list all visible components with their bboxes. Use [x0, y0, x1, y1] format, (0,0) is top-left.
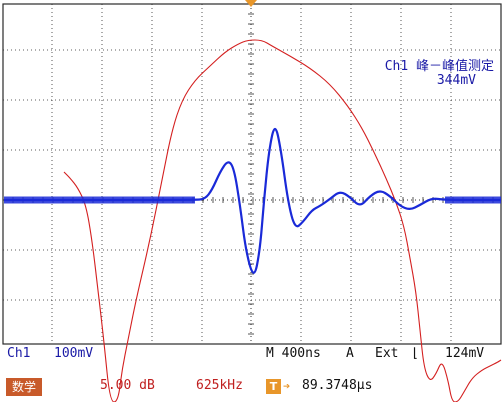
timebase-readout[interactable]: M 400ns: [266, 346, 321, 361]
trigger-arrow-icon: ➔: [283, 379, 291, 393]
math-center-frequency[interactable]: 625kHz: [196, 378, 243, 393]
ch1-waveform-trace: [4, 127, 501, 274]
measurement-value: 344mV: [436, 73, 476, 88]
trigger-source[interactable]: Ext: [375, 346, 399, 361]
trigger-level[interactable]: 124mV: [445, 346, 485, 361]
trigger-position-readout[interactable]: 89.3748μs: [302, 378, 373, 393]
trigger-position-icon: T: [266, 379, 281, 394]
measurement-title: Ch1 峰－峰值测定: [384, 59, 494, 74]
trigger-position-marker[interactable]: [245, 0, 257, 7]
measurement-readout: Ch1 峰－峰值测定 344mV: [334, 60, 494, 88]
trigger-mode: A: [346, 346, 354, 361]
volts-per-div[interactable]: 100mV: [54, 346, 94, 361]
trigger-slope-icon: ⌊: [411, 346, 419, 361]
channel-label[interactable]: Ch1: [7, 346, 31, 361]
math-channel-badge[interactable]: 数学: [6, 378, 42, 396]
math-scale[interactable]: 5.00 dB: [100, 378, 155, 393]
graticule-grid: [2, 3, 502, 345]
